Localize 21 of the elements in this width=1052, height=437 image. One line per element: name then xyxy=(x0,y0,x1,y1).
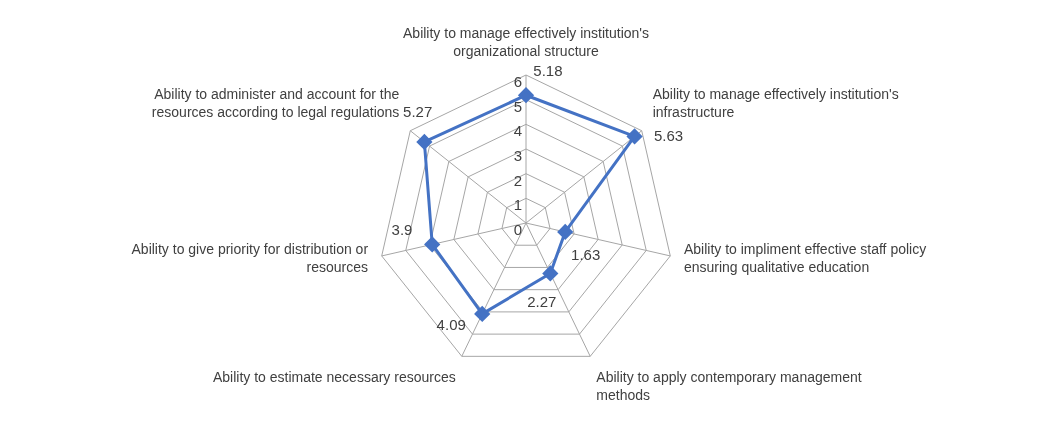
data-label: 4.09 xyxy=(436,316,466,334)
spoke-label: Ability to manage effectively institution's infrastructure xyxy=(652,85,899,120)
y-tick-label: 3 xyxy=(513,147,522,165)
data-label: 5.18 xyxy=(533,62,563,80)
y-tick-label: 2 xyxy=(513,171,522,189)
y-tick-label: 5 xyxy=(513,97,522,115)
y-tick-label: 6 xyxy=(513,73,522,91)
data-label: 5.63 xyxy=(653,127,684,145)
data-label: 1.63 xyxy=(571,246,601,264)
spoke-label: Ability to manage effectively institution's organizational structure xyxy=(403,24,649,59)
y-tick-label: 4 xyxy=(513,122,522,140)
data-label: 3.9 xyxy=(391,220,413,238)
y-tick-label: 0 xyxy=(513,221,522,239)
y-tick-label: 1 xyxy=(513,196,522,214)
spoke-label: Ability to administer and account for the resources according to legal regulations xyxy=(151,85,400,120)
spoke-label: Ability to apply contemporary management methods xyxy=(596,368,862,403)
spoke-label: Ability to estimate necessary resources xyxy=(212,368,456,385)
spoke-label: Ability to impliment effective staff policy ensuring qualitative education xyxy=(683,240,927,275)
data-label: 2.27 xyxy=(527,292,557,310)
spoke-label: Ability to give priority for distribution or resources xyxy=(131,240,369,275)
data-label: 5.27 xyxy=(403,102,433,120)
